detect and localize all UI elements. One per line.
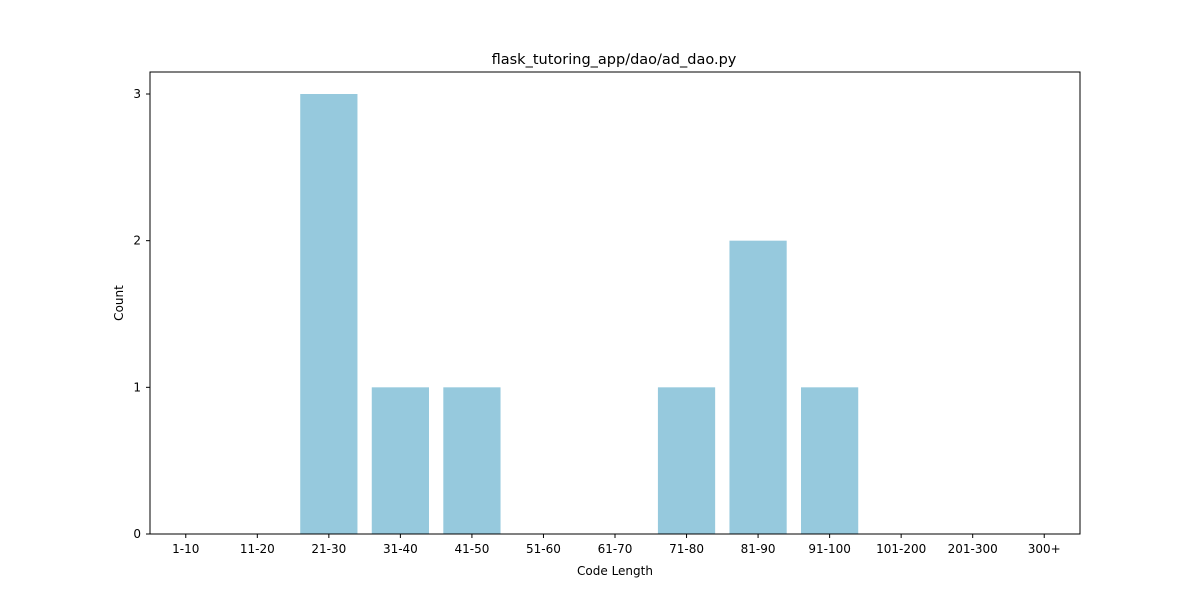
bar-21-30 xyxy=(300,94,358,534)
x-axis: 1-10 11-20 21-30 31-40 41-50 51-60 61-70 71-80 8… xyxy=(172,534,1061,556)
x-tick-label-101-200: 101-200 xyxy=(876,542,926,556)
bar-91-100 xyxy=(801,387,859,534)
x-tick-label-51-60: 51-60 xyxy=(526,542,561,556)
x-axis-label: Code Length xyxy=(577,564,653,578)
x-tick-label-91-100: 91-100 xyxy=(808,542,851,556)
x-tick-label-11-20: 11-20 xyxy=(240,542,275,556)
x-tick-label-61-70: 61-70 xyxy=(598,542,633,556)
bar-81-90 xyxy=(729,240,787,535)
bar-71-80 xyxy=(657,387,716,534)
y-axis-label: Count xyxy=(112,285,126,321)
x-tick-label-31-40: 31-40 xyxy=(383,542,418,556)
x-tick-label-1-10: 1-10 xyxy=(172,542,199,556)
x-tick-label-41-50: 41-50 xyxy=(454,542,489,556)
bars-layer xyxy=(300,94,859,535)
plot-frame xyxy=(149,71,1081,535)
x-tick-label-71-80: 71-80 xyxy=(669,542,704,556)
bar-41-50 xyxy=(443,387,501,534)
y-axis: 0 1 2 3 xyxy=(133,87,150,541)
x-tick-label-81-90: 81-90 xyxy=(741,542,776,556)
y-tick-label-3: 3 xyxy=(133,87,141,101)
bar-31-40 xyxy=(371,387,429,534)
chart-title: flask_tutoring_app/dao/ad_dao.py xyxy=(492,52,737,68)
x-tick-label-201-300: 201-300 xyxy=(948,542,998,556)
x-tick-label-300+: 300+ xyxy=(1028,542,1061,556)
y-tick-label-0: 0 xyxy=(133,527,141,541)
y-tick-label-1: 1 xyxy=(133,380,141,394)
x-tick-label-21-30: 21-30 xyxy=(311,542,346,556)
y-tick-label-2: 2 xyxy=(133,234,141,248)
